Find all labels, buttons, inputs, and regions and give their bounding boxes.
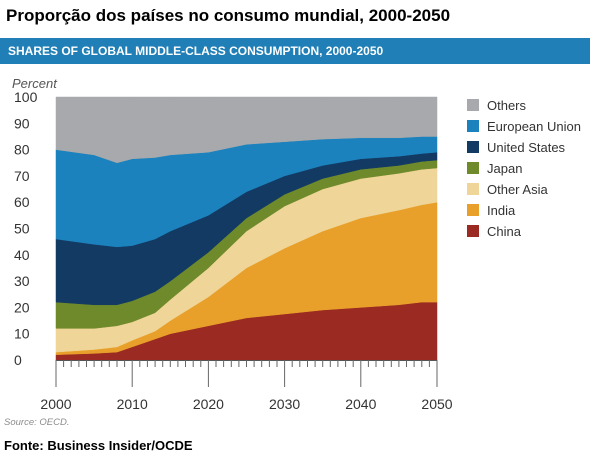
x-tick-label: 2010	[117, 396, 148, 412]
x-tick-label: 2000	[40, 396, 71, 412]
chart-banner: SHARES OF GLOBAL MIDDLE-CLASS CONSUMPTIO…	[0, 38, 590, 64]
x-tick-label: 2040	[345, 396, 376, 412]
legend-label: United States	[487, 140, 566, 155]
legend-item-china: China	[467, 224, 522, 239]
legend-label: China	[487, 224, 522, 239]
y-tick-label: 50	[14, 221, 30, 237]
y-tick-label: 20	[14, 299, 30, 315]
legend-item-others: Others	[467, 98, 527, 113]
legend-swatch	[467, 204, 479, 216]
x-tick-label: 2020	[193, 396, 224, 412]
legend-swatch	[467, 120, 479, 132]
y-tick-label: 90	[14, 115, 30, 131]
y-axis-label: Percent	[12, 76, 58, 91]
legend-swatch	[467, 141, 479, 153]
legend-item-european-union: European Union	[467, 119, 581, 134]
area-others	[55, 96, 438, 164]
y-tick-label: 40	[14, 247, 30, 263]
source-note: Source: OECD.	[4, 417, 70, 428]
y-tick-label: 70	[14, 168, 30, 184]
footer-credit: Fonte: Business Insider/OCDE	[4, 438, 193, 453]
legend-item-other-asia: Other Asia	[467, 182, 548, 197]
x-tick-label: 2030	[269, 396, 300, 412]
legend-label: India	[487, 203, 516, 218]
y-tick-label: 0	[14, 352, 22, 368]
legend-label: Others	[487, 98, 527, 113]
legend-label: European Union	[487, 119, 581, 134]
y-tick-label: 100	[14, 89, 38, 105]
legend-swatch	[467, 99, 479, 111]
y-tick-label: 10	[14, 326, 30, 342]
y-tick-label: 30	[14, 273, 30, 289]
chart-title: SHARES OF GLOBAL MIDDLE-CLASS CONSUMPTIO…	[8, 44, 384, 58]
legend-swatch	[467, 225, 479, 237]
y-tick-label: 80	[14, 142, 30, 158]
legend-label: Other Asia	[487, 182, 548, 197]
legend-item-united-states: United States	[467, 140, 566, 155]
legend-item-japan: Japan	[467, 161, 522, 176]
x-tick-label: 2050	[421, 396, 452, 412]
legend-label: Japan	[487, 161, 522, 176]
legend-item-india: India	[467, 203, 516, 218]
legend-swatch	[467, 183, 479, 195]
y-tick-label: 60	[14, 194, 30, 210]
page-title: Proporção dos países no consumo mundial,…	[6, 6, 451, 25]
legend-swatch	[467, 162, 479, 174]
